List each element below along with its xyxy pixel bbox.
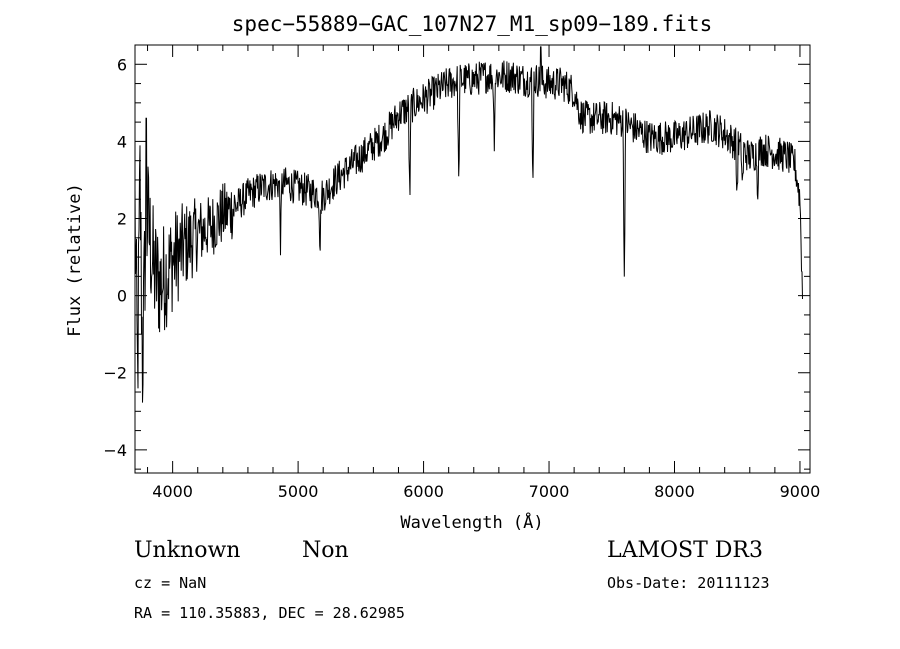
x-tick-label: 9000 — [780, 482, 821, 501]
y-tick-label: −2 — [103, 364, 127, 383]
y-axis: −4 −2 0 2 4 6 — [103, 44, 810, 470]
x-axis: 4000 5000 6000 7000 8000 9000 — [147, 45, 821, 501]
survey-label: LAMOST DR3 — [607, 538, 763, 563]
y-tick-label: 2 — [117, 210, 127, 229]
object-subclass: Non — [302, 538, 349, 563]
spectrum-line — [134, 46, 803, 403]
y-axis-label: Flux (relative) — [65, 183, 85, 337]
x-tick-label: 8000 — [654, 482, 695, 501]
y-tick-label: 4 — [117, 132, 127, 151]
y-tick-label: 0 — [117, 287, 127, 306]
redshift-label: cz = NaN — [134, 574, 207, 592]
x-axis-label: Wavelength (Å) — [400, 511, 543, 533]
y-tick-label: 6 — [117, 55, 127, 74]
x-tick-label: 7000 — [529, 482, 570, 501]
x-tick-label: 5000 — [278, 482, 319, 501]
y-tick-label: −4 — [103, 441, 127, 460]
obs-date-label: Obs-Date: 20111123 — [607, 574, 770, 592]
x-tick-label: 6000 — [403, 482, 444, 501]
plot-border — [134, 44, 811, 474]
coordinates-label: RA = 110.35883, DEC = 28.62985 — [134, 604, 405, 622]
object-class: Unknown — [134, 538, 241, 563]
x-tick-label: 4000 — [152, 482, 193, 501]
plot-frame — [134, 44, 811, 474]
chart-title: spec−55889−GAC_107N27_M1_sp09−189.fits — [232, 12, 712, 36]
